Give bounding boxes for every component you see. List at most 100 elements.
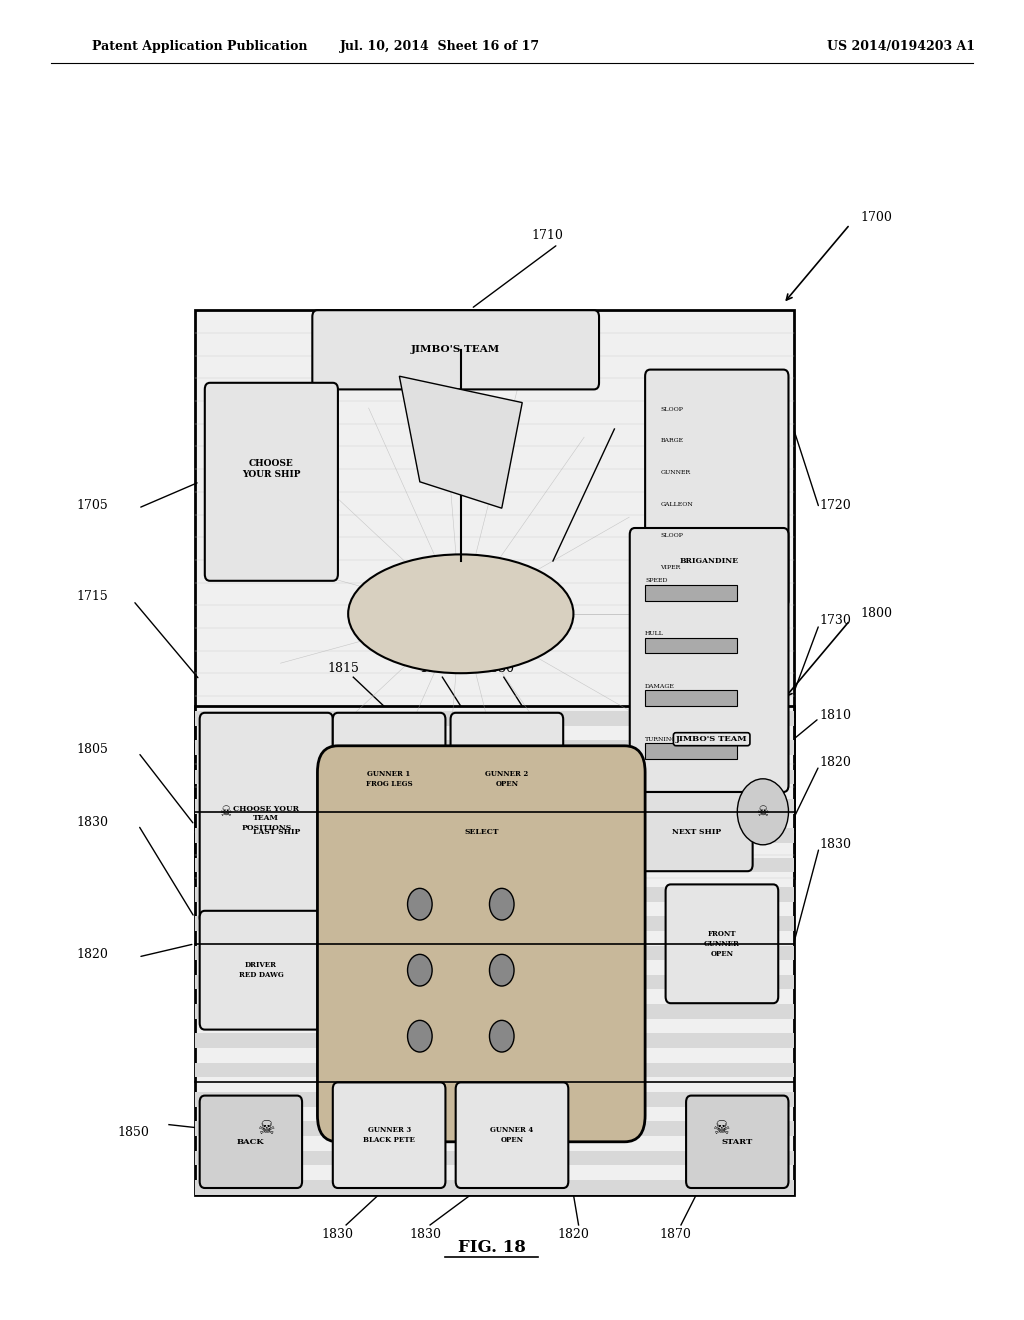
Polygon shape	[399, 376, 522, 508]
FancyBboxPatch shape	[630, 528, 788, 792]
Text: 1830: 1830	[322, 1228, 354, 1241]
Text: ☠: ☠	[257, 1119, 275, 1138]
Text: 1850: 1850	[117, 1126, 150, 1139]
Text: GALLEON: GALLEON	[660, 502, 693, 507]
Text: LAST SHIP: LAST SHIP	[253, 828, 300, 836]
Text: ☠: ☠	[757, 805, 769, 818]
Text: GUNNER 1
FROG LEGS: GUNNER 1 FROG LEGS	[366, 770, 413, 788]
Text: 1770: 1770	[403, 908, 436, 921]
Text: HULL: HULL	[645, 631, 664, 636]
Text: Patent Application Publication: Patent Application Publication	[92, 40, 307, 53]
Text: VIPER: VIPER	[660, 565, 681, 570]
Text: 1830: 1830	[76, 816, 109, 829]
FancyBboxPatch shape	[645, 370, 788, 607]
Text: NEXT SHIP: NEXT SHIP	[672, 828, 721, 836]
Text: 1710: 1710	[531, 228, 564, 242]
Text: BRIGANDINE: BRIGANDINE	[680, 557, 738, 565]
Text: 1715: 1715	[76, 590, 109, 603]
Text: SPEED: SPEED	[645, 578, 668, 583]
Bar	[645, 743, 737, 759]
Text: DAMAGE: DAMAGE	[645, 684, 675, 689]
FancyBboxPatch shape	[312, 310, 599, 389]
Text: 1820: 1820	[76, 948, 109, 961]
Bar	[195, 741, 794, 755]
Bar	[195, 974, 794, 990]
FancyBboxPatch shape	[200, 911, 323, 1030]
Text: ☠: ☠	[219, 805, 231, 818]
Text: DRIVER
RED DAWG: DRIVER RED DAWG	[239, 961, 284, 979]
FancyBboxPatch shape	[425, 792, 538, 871]
Text: CHOOSE YOUR
TEAM
POSITIONS: CHOOSE YOUR TEAM POSITIONS	[233, 805, 299, 832]
Text: 1830: 1830	[482, 661, 515, 675]
Text: FIG. 17: FIG. 17	[458, 923, 525, 939]
Text: 1805: 1805	[76, 743, 109, 756]
FancyBboxPatch shape	[317, 746, 645, 1142]
Circle shape	[408, 888, 432, 920]
Text: 1830: 1830	[819, 838, 851, 851]
Bar	[195, 858, 794, 873]
Text: FIG. 18: FIG. 18	[458, 1239, 525, 1255]
Text: JIMBO'S TEAM: JIMBO'S TEAM	[676, 735, 748, 743]
Text: 1720: 1720	[819, 499, 851, 512]
Bar	[195, 916, 794, 931]
Circle shape	[489, 1020, 514, 1052]
FancyBboxPatch shape	[686, 1096, 788, 1188]
Text: SLOOP: SLOOP	[660, 533, 683, 539]
Circle shape	[408, 954, 432, 986]
Circle shape	[408, 1020, 432, 1052]
Text: 1700: 1700	[860, 211, 892, 224]
Text: SLOOP: SLOOP	[660, 407, 683, 412]
Bar	[195, 945, 794, 960]
Text: BACK: BACK	[238, 1138, 264, 1146]
Text: 1830: 1830	[409, 1228, 441, 1241]
Text: 1830: 1830	[419, 661, 452, 675]
Bar	[195, 1151, 794, 1166]
FancyBboxPatch shape	[220, 792, 333, 871]
Text: 1815: 1815	[327, 661, 359, 675]
Bar	[645, 585, 737, 601]
FancyBboxPatch shape	[200, 713, 333, 924]
FancyBboxPatch shape	[456, 1082, 568, 1188]
Bar	[195, 1034, 794, 1048]
Text: US 2014/0194203 A1: US 2014/0194203 A1	[827, 40, 975, 53]
Bar	[195, 706, 794, 1195]
Text: GUNNER 3
BLACK PETE: GUNNER 3 BLACK PETE	[364, 1126, 415, 1144]
Text: Jul. 10, 2014  Sheet 16 of 17: Jul. 10, 2014 Sheet 16 of 17	[340, 40, 541, 53]
FancyBboxPatch shape	[333, 713, 445, 845]
Bar	[195, 1122, 794, 1137]
Text: GUNNER: GUNNER	[660, 470, 690, 475]
Circle shape	[489, 954, 514, 986]
Text: 1750: 1750	[255, 908, 288, 921]
Text: 1730: 1730	[819, 614, 851, 627]
Text: JIMBO'S TEAM: JIMBO'S TEAM	[411, 346, 501, 354]
Bar	[195, 1005, 794, 1019]
FancyBboxPatch shape	[451, 713, 563, 845]
Text: TURNING: TURNING	[645, 737, 677, 742]
Text: 1810: 1810	[819, 709, 851, 722]
FancyBboxPatch shape	[666, 884, 778, 1003]
Ellipse shape	[348, 554, 573, 673]
Bar	[195, 1063, 794, 1077]
Bar	[195, 799, 794, 813]
Text: 1820: 1820	[819, 756, 851, 770]
Text: 1800: 1800	[860, 607, 892, 620]
Bar	[195, 1180, 794, 1195]
Bar	[645, 690, 737, 706]
Text: 1760: 1760	[552, 908, 585, 921]
Text: 1870: 1870	[659, 1228, 692, 1241]
Text: ☠: ☠	[713, 1119, 731, 1138]
Text: BARGE: BARGE	[660, 438, 684, 444]
Text: 1705: 1705	[76, 499, 109, 512]
Bar	[195, 310, 794, 878]
Bar	[195, 711, 794, 726]
Circle shape	[737, 779, 788, 845]
Bar	[195, 829, 794, 843]
Bar	[195, 1092, 794, 1106]
FancyBboxPatch shape	[640, 792, 753, 871]
Bar	[195, 770, 794, 784]
Bar	[645, 638, 737, 653]
Text: 1820: 1820	[557, 1228, 590, 1241]
FancyBboxPatch shape	[200, 1096, 302, 1188]
FancyBboxPatch shape	[333, 1082, 445, 1188]
Text: SELECT: SELECT	[464, 828, 499, 836]
